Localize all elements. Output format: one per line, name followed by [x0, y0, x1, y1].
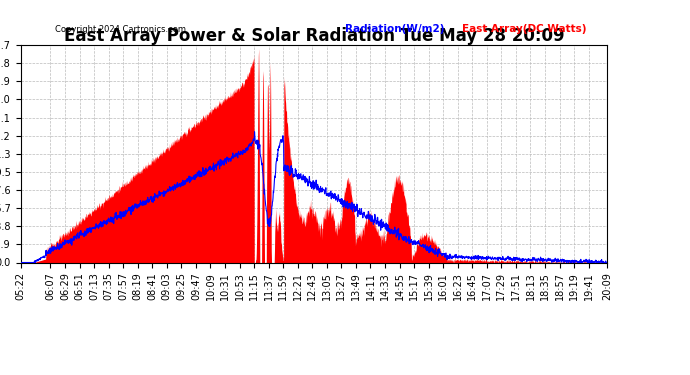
Text: Radiation(W/m2): Radiation(W/m2) — [345, 24, 444, 34]
Title: East Array Power & Solar Radiation Tue May 28 20:09: East Array Power & Solar Radiation Tue M… — [63, 27, 564, 45]
Text: Copyright 2024 Cartronics.com: Copyright 2024 Cartronics.com — [55, 25, 186, 34]
Text: East Array(DC Watts): East Array(DC Watts) — [462, 24, 586, 34]
